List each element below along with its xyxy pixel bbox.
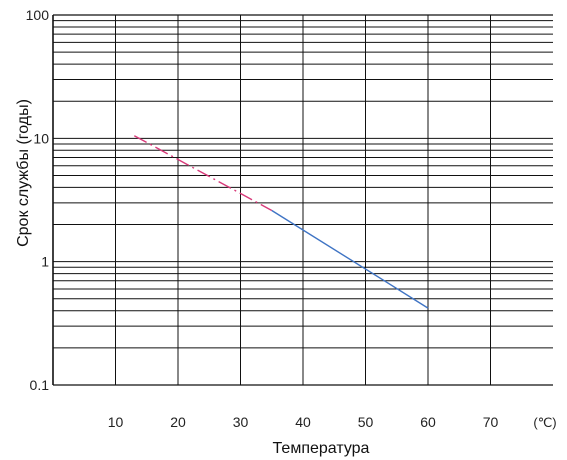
- series-line-1: [133, 135, 273, 212]
- x-tick-label: 40: [295, 414, 311, 430]
- x-tick-label: 70: [483, 414, 499, 430]
- tick-labels: 10 20 30 40 50 60 70 100 10 1 0.1: [26, 7, 499, 430]
- series-line-2: [271, 209, 429, 309]
- x-tick-label: 20: [170, 414, 186, 430]
- x-tick-label: 60: [420, 414, 436, 430]
- series-layer: [133, 135, 429, 309]
- y-tick-label: 100: [26, 7, 50, 23]
- x-axis-title: Температура: [273, 440, 370, 457]
- y-tick-label: 10: [33, 130, 49, 146]
- x-tick-label: 30: [233, 414, 249, 430]
- x-tick-label: 50: [358, 414, 374, 430]
- y-tick-label: 0.1: [30, 377, 50, 393]
- x-tick-label: 10: [108, 414, 124, 430]
- x-axis-unit: (℃): [533, 415, 556, 430]
- grid: [52, 14, 553, 386]
- y-tick-label: 1: [41, 254, 49, 270]
- y-axis-title: Срок службы (годы): [15, 99, 32, 247]
